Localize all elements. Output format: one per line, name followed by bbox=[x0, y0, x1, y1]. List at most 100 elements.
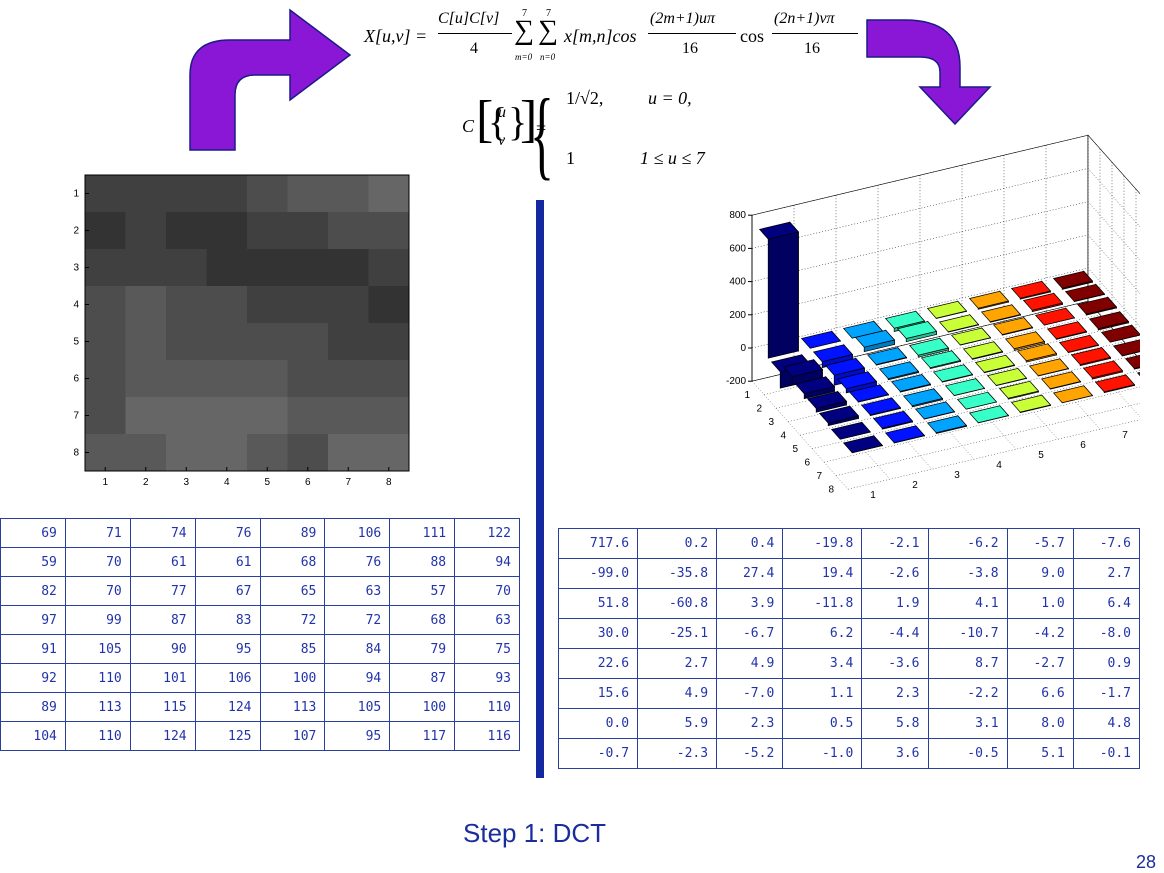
image-pixel bbox=[287, 212, 329, 250]
image-pixel bbox=[328, 286, 369, 324]
dct_table-cell: -3.6 bbox=[861, 648, 929, 679]
image-col-label: 1 bbox=[102, 477, 108, 488]
image-pixel bbox=[206, 286, 248, 324]
chart-bar bbox=[956, 391, 998, 410]
formula-sum-lower-1: m=0 bbox=[515, 52, 533, 62]
image-pixel bbox=[247, 323, 288, 361]
pixel_table-cell: 70 bbox=[454, 576, 520, 606]
chart-col-tick: 1 bbox=[870, 490, 876, 501]
chart-bar bbox=[1136, 372, 1140, 377]
chart-bar bbox=[806, 390, 848, 413]
chart-bar bbox=[902, 387, 944, 408]
table-row: 104 110 124 125 107 95 117 116 bbox=[0, 721, 520, 751]
pixel_table-cell: 88 bbox=[389, 547, 456, 577]
dct_table-cell: 1.0 bbox=[1006, 588, 1074, 619]
pixel_table-cell: 125 bbox=[194, 721, 261, 751]
pixel_table-cell: 94 bbox=[324, 663, 391, 693]
pixel_table-cell: 77 bbox=[129, 576, 196, 606]
pixel_table-cell: 95 bbox=[194, 634, 261, 664]
image-pixel bbox=[328, 397, 369, 435]
formula-lhs: X[u,v] = bbox=[364, 26, 428, 46]
image-pixel bbox=[206, 323, 248, 361]
dct_table-cell: 6.6 bbox=[1006, 678, 1074, 709]
image-pixel bbox=[166, 175, 207, 213]
image-pixel bbox=[206, 175, 248, 213]
dct_table-cell: 0.2 bbox=[637, 528, 718, 559]
dct_table-cell: 19.4 bbox=[782, 558, 863, 589]
chart-bar bbox=[968, 290, 1010, 310]
chart-bar bbox=[1028, 357, 1070, 377]
pixel_table-cell: 111 bbox=[389, 518, 456, 548]
dct_table-cell: -2.3 bbox=[637, 738, 718, 769]
formula-sum-body: x[m,n]cos bbox=[564, 26, 637, 46]
image-pixel bbox=[166, 434, 207, 472]
pixel_table-cell: 110 bbox=[454, 692, 520, 722]
vertical-divider bbox=[536, 200, 544, 778]
image-pixel bbox=[125, 434, 167, 472]
dct_table-cell: 0.5 bbox=[782, 708, 863, 739]
image-pixel bbox=[368, 434, 410, 472]
pixel_table-cell: 97 bbox=[0, 605, 66, 635]
slide-caption: Step 1: DCT bbox=[463, 818, 607, 848]
dct_table-cell: 8.0 bbox=[1006, 708, 1074, 739]
pixel_table-cell: 106 bbox=[194, 663, 261, 693]
image-pixel bbox=[85, 286, 126, 324]
formula-cos2-num: (2n+1)vπ bbox=[774, 10, 835, 27]
dct_table-cell: 0.9 bbox=[1072, 648, 1141, 679]
dct_table-cell: 717.6 bbox=[557, 528, 639, 559]
table-row: 717.6 0.2 0.4 -19.8 -2.1 -6.2 -5.7 -7.6 bbox=[557, 528, 1141, 559]
chart-z-tick: 800 bbox=[729, 210, 746, 221]
image-pixel bbox=[85, 175, 126, 213]
pixel_table-cell: 93 bbox=[454, 663, 520, 693]
pixel_table-cell: 76 bbox=[194, 518, 261, 548]
image-pixel bbox=[206, 212, 248, 250]
curved-arrow-left-icon bbox=[189, 8, 352, 151]
dct_table-cell: -35.8 bbox=[637, 558, 718, 589]
pixel_table-cell: 110 bbox=[64, 721, 131, 751]
dct_table-cell: -2.2 bbox=[927, 678, 1008, 709]
chart-bar bbox=[866, 346, 908, 366]
dct_table-cell: 4.9 bbox=[716, 648, 784, 679]
dct_table-cell: 2.3 bbox=[716, 708, 784, 739]
chart-bar bbox=[944, 377, 986, 397]
chart-bar bbox=[1040, 370, 1082, 390]
dct_table-cell: -0.1 bbox=[1072, 738, 1141, 769]
pixel_table-cell: 116 bbox=[454, 721, 520, 751]
chart-col-tick: 7 bbox=[1122, 430, 1128, 441]
pixel_table-cell: 115 bbox=[129, 692, 196, 722]
image-pixel bbox=[328, 249, 369, 287]
c-bracket-open: [ bbox=[476, 91, 494, 148]
pixel_table-cell: 94 bbox=[454, 547, 520, 577]
image-pixel bbox=[328, 323, 369, 361]
dct_table-cell: -7.0 bbox=[716, 678, 784, 709]
dct_table-cell: 5.9 bbox=[637, 708, 718, 739]
image-pixel bbox=[166, 249, 207, 287]
dct_table-cell: 0.0 bbox=[557, 708, 639, 739]
formula-frac-bar bbox=[438, 33, 512, 34]
image-pixel bbox=[247, 212, 288, 250]
table-row: 92 110 101 106 100 94 87 93 bbox=[0, 663, 520, 693]
chart-row-tick: 3 bbox=[768, 417, 774, 428]
pixel_table-cell: 84 bbox=[324, 634, 391, 664]
c-lhs-u: u bbox=[498, 104, 506, 121]
formula-sum-1: ∑ bbox=[514, 15, 534, 46]
dct_table-cell: -1.0 bbox=[782, 738, 863, 769]
formula-cos2-bar bbox=[772, 33, 858, 34]
pixel_table-cell: 90 bbox=[129, 634, 196, 664]
dct_table-cell: 5.1 bbox=[1006, 738, 1074, 769]
pixel_table-cell: 72 bbox=[259, 605, 326, 635]
dct_table-cell: -11.8 bbox=[782, 588, 863, 619]
chart-bar bbox=[1082, 360, 1124, 380]
dct_table-cell: -7.6 bbox=[1072, 528, 1141, 559]
image-pixel bbox=[328, 434, 369, 472]
table-row: 15.6 4.9 -7.0 1.1 2.3 -2.2 6.6 -1.7 bbox=[557, 678, 1141, 709]
c-case2-value: 1 bbox=[566, 148, 575, 168]
image-row-label: 8 bbox=[73, 448, 79, 459]
image-col-label: 5 bbox=[264, 477, 270, 488]
image-col-label: 7 bbox=[345, 477, 351, 488]
chart-bar bbox=[1112, 339, 1140, 357]
chart-bar bbox=[1004, 330, 1046, 351]
image-row-label: 5 bbox=[73, 337, 79, 348]
pixel_table-cell: 72 bbox=[324, 605, 391, 635]
pixel_table-cell: 70 bbox=[64, 576, 131, 606]
